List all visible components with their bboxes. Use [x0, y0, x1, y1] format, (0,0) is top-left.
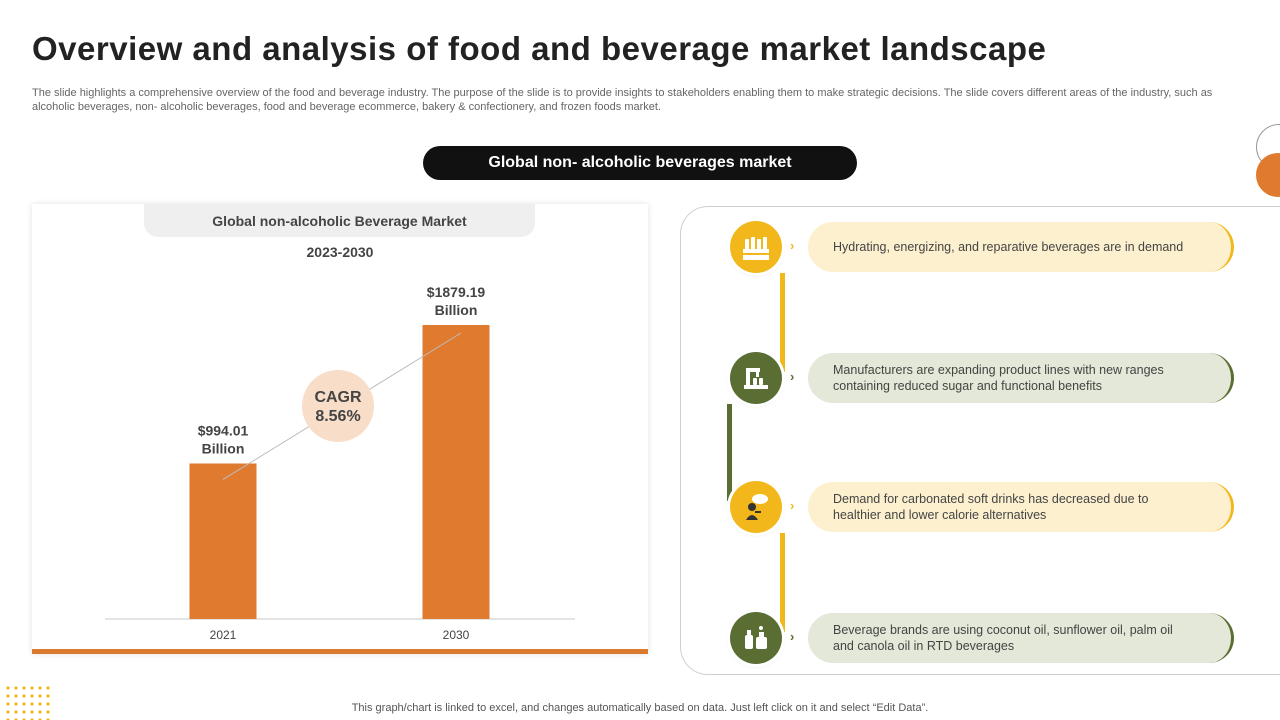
trend-text: Manufacturers are expanding product line…: [833, 363, 1164, 393]
chart-subtitle: 2023-2030: [306, 244, 374, 260]
timeline-connector: [727, 404, 732, 501]
chart-card[interactable]: Global non-alcoholic Beverage Market 202…: [32, 204, 648, 654]
beverage-bottles-icon: [730, 221, 782, 273]
tick-label-2021: 2021: [210, 628, 237, 642]
chart-title: Global non-alcoholic Beverage Market: [144, 204, 535, 237]
trend-item: Demand for carbonated soft drinks has de…: [808, 482, 1234, 532]
chevron-right-icon: ›: [790, 498, 795, 513]
data-label-2021-1: $994.01: [198, 422, 249, 438]
timeline-connector: [780, 533, 785, 632]
trend-text: Hydrating, energizing, and reparative be…: [833, 240, 1184, 254]
section-pill: Global non- alcoholic beverages market: [423, 146, 857, 180]
production-line-icon: [730, 352, 782, 404]
page-subtitle: The slide highlights a comprehensive ove…: [32, 87, 1213, 113]
chevron-right-icon: ›: [790, 369, 795, 384]
cagr-label: CAGR: [314, 389, 362, 406]
oil-bottles-icon: [730, 612, 782, 664]
timeline-connector: [780, 273, 785, 372]
trend-item: Manufacturers are expanding product line…: [808, 353, 1234, 403]
trend-item: Hydrating, energizing, and reparative be…: [808, 222, 1234, 272]
bar-chart[interactable]: 2021 $994.01 Billion 2030 $1879.19 Billion CAG…: [32, 204, 648, 654]
footer-note: This graph/chart is linked to excel, and…: [351, 702, 929, 714]
page-title: Overview and analysis of food and bevera…: [32, 30, 1047, 67]
data-label-2030-2: Billion: [435, 302, 478, 318]
cagr-bubble: [302, 370, 374, 442]
trends-panel: [680, 206, 1280, 675]
trend-text: Beverage brands are using coconut oil, s…: [833, 623, 1173, 653]
chevron-right-icon: ›: [790, 629, 795, 644]
tick-label-2030: 2030: [443, 628, 470, 642]
bar-2021: [189, 463, 257, 619]
decorative-dots: [4, 684, 54, 720]
data-label-2030-1: $1879.19: [427, 284, 486, 300]
trend-item: Beverage brands are using coconut oil, s…: [808, 613, 1234, 663]
data-label-2021-2: Billion: [202, 440, 245, 456]
chevron-right-icon: ›: [790, 238, 795, 253]
trend-text: Demand for carbonated soft drinks has de…: [833, 492, 1149, 522]
bar-2030: [422, 325, 490, 619]
thinking-person-icon: [730, 481, 782, 533]
cagr-value: 8.56%: [315, 408, 360, 425]
